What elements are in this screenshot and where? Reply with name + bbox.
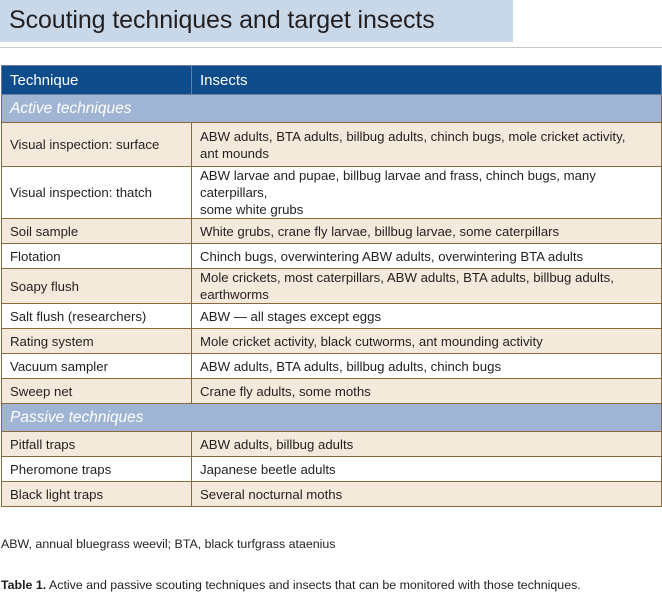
table-caption: Table 1. Active and passive scouting tec… bbox=[1, 578, 581, 592]
table-row: Flotation Chinch bugs, overwintering ABW… bbox=[1, 243, 662, 269]
technique-cell: Sweep net bbox=[1, 378, 192, 404]
table-row: Rating system Mole cricket activity, bla… bbox=[1, 328, 662, 354]
table-row: Vacuum sampler ABW adults, BTA adults, b… bbox=[1, 353, 662, 379]
technique-cell: Pitfall traps bbox=[1, 431, 192, 457]
insects-cell: Mole cricket activity, black cutworms, a… bbox=[191, 328, 662, 354]
section-label: Passive techniques bbox=[1, 403, 662, 432]
insects-cell: White grubs, crane fly larvae, billbug l… bbox=[191, 218, 662, 244]
title-band: Scouting techniques and target insects bbox=[0, 0, 513, 42]
table-row: Black light traps Several nocturnal moth… bbox=[1, 481, 662, 507]
section-row-active: Active techniques bbox=[1, 94, 662, 123]
column-header-technique: Technique bbox=[1, 65, 192, 95]
table-row: Pheromone traps Japanese beetle adults bbox=[1, 456, 662, 482]
page-title: Scouting techniques and target insects bbox=[9, 6, 435, 34]
insects-cell: Crane fly adults, some moths bbox=[191, 378, 662, 404]
technique-cell: Vacuum sampler bbox=[1, 353, 192, 379]
technique-cell: Pheromone traps bbox=[1, 456, 192, 482]
column-header-insects: Insects bbox=[191, 65, 662, 95]
technique-cell: Soapy flush bbox=[1, 268, 192, 304]
technique-cell: Visual inspection: surface bbox=[1, 122, 192, 167]
technique-cell: Soil sample bbox=[1, 218, 192, 244]
insects-cell: Chinch bugs, overwintering ABW adults, o… bbox=[191, 243, 662, 269]
title-divider bbox=[0, 47, 662, 48]
insects-cell: ABW adults, billbug adults bbox=[191, 431, 662, 457]
table-row: Visual inspection: surface ABW adults, B… bbox=[1, 122, 662, 167]
table-row: Soapy flush Mole crickets, most caterpil… bbox=[1, 268, 662, 304]
insects-line: some white grubs bbox=[200, 202, 304, 217]
section-label: Active techniques bbox=[1, 94, 662, 123]
technique-cell: Salt flush (researchers) bbox=[1, 303, 192, 329]
table-row: Salt flush (researchers) ABW — all stage… bbox=[1, 303, 662, 329]
table-row: Soil sample White grubs, crane fly larva… bbox=[1, 218, 662, 244]
caption-label: Table 1. bbox=[1, 578, 47, 592]
scouting-table: Technique Insects Active techniques Visu… bbox=[1, 65, 662, 507]
insects-cell: ABW — all stages except eggs bbox=[191, 303, 662, 329]
table-row: Sweep net Crane fly adults, some moths bbox=[1, 378, 662, 404]
table-header-row: Technique Insects bbox=[1, 65, 662, 95]
table-footnote: ABW, annual bluegrass weevil; BTA, black… bbox=[1, 537, 336, 551]
insects-cell: Japanese beetle adults bbox=[191, 456, 662, 482]
insects-line: ant mounds bbox=[200, 145, 269, 161]
technique-cell: Visual inspection: thatch bbox=[1, 166, 192, 219]
insects-cell: ABW adults, BTA adults, billbug adults, … bbox=[191, 122, 662, 167]
insects-cell: ABW adults, BTA adults, billbug adults, … bbox=[191, 353, 662, 379]
table-row: Visual inspection: thatch ABW larvae and… bbox=[1, 166, 662, 219]
technique-cell: Black light traps bbox=[1, 481, 192, 507]
technique-cell: Flotation bbox=[1, 243, 192, 269]
insects-cell: Several nocturnal moths bbox=[191, 481, 662, 507]
insects-line: ABW larvae and pupae, billbug larvae and… bbox=[200, 168, 596, 200]
caption-text: Active and passive scouting techniques a… bbox=[48, 578, 581, 592]
insects-line: ABW adults, BTA adults, billbug adults, … bbox=[200, 128, 626, 144]
section-row-passive: Passive techniques bbox=[1, 403, 662, 432]
insects-cell: Mole crickets, most caterpillars, ABW ad… bbox=[191, 268, 662, 304]
table-row: Pitfall traps ABW adults, billbug adults bbox=[1, 431, 662, 457]
technique-cell: Rating system bbox=[1, 328, 192, 354]
insects-cell: ABW larvae and pupae, billbug larvae and… bbox=[191, 166, 662, 219]
